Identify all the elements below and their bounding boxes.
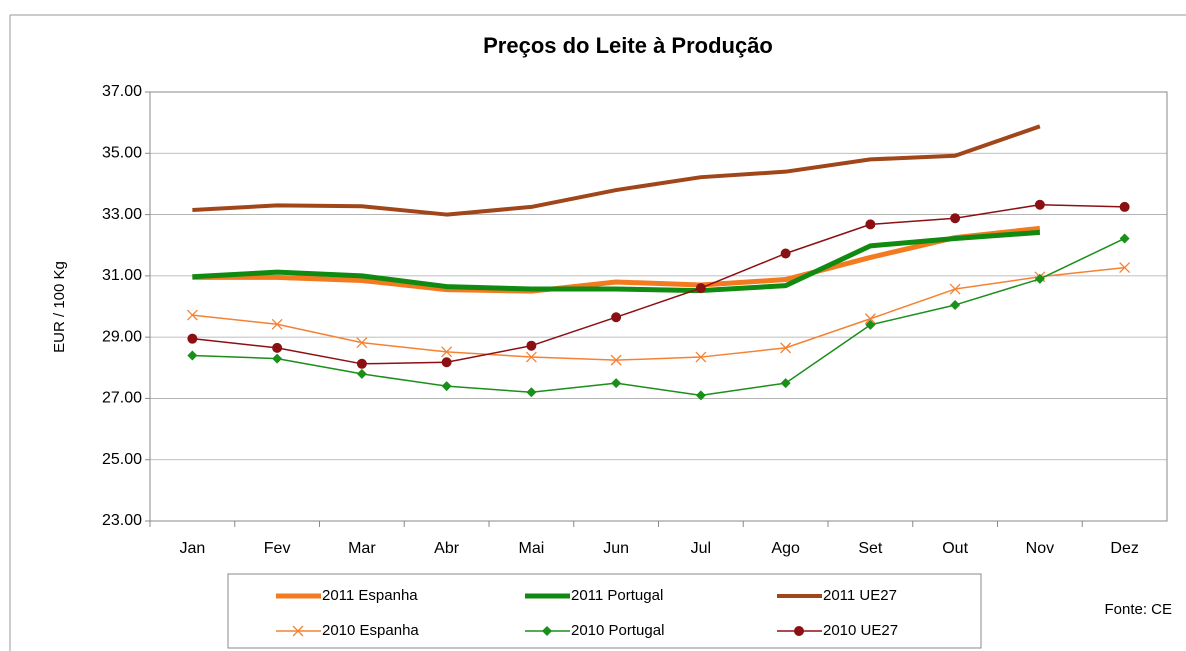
legend-label: 2011 Portugal	[571, 587, 663, 604]
x-tick-label: Jul	[691, 540, 711, 557]
marker	[865, 319, 876, 330]
marker	[187, 333, 198, 344]
x-tick-label: Dez	[1110, 540, 1138, 557]
marker	[950, 299, 961, 310]
legend-label: 2011 Espanha	[322, 587, 418, 604]
marker	[1119, 201, 1130, 212]
x-tick-label: Fev	[264, 540, 291, 557]
marker	[610, 354, 622, 366]
marker	[186, 309, 198, 321]
series-line	[192, 229, 1041, 294]
y-tick-label: 37.00	[102, 83, 142, 100]
marker	[865, 219, 876, 230]
marker	[611, 378, 622, 389]
marker	[441, 357, 452, 368]
marker	[1034, 273, 1045, 284]
y-axis-label: EUR / 100 Kg	[51, 261, 68, 353]
marker	[292, 625, 304, 637]
x-tick-label: Mai	[518, 540, 544, 557]
marker	[780, 378, 791, 389]
marker	[526, 387, 537, 398]
marker	[780, 342, 792, 354]
marker	[695, 351, 707, 363]
x-tick-label: Jan	[179, 540, 205, 557]
x-tick-label: Set	[858, 540, 883, 557]
series-line	[192, 266, 1125, 361]
y-tick-label: 23.00	[102, 512, 142, 529]
chart-title: Preços do Leite à Produção	[483, 33, 773, 58]
legend-label: 2011 UE27	[823, 587, 897, 604]
y-tick-label: 35.00	[102, 145, 142, 162]
x-tick-label: Abr	[434, 540, 460, 557]
marker	[272, 353, 283, 364]
marker	[1034, 199, 1045, 210]
x-tick-label: Mar	[348, 540, 376, 557]
x-tick-label: Nov	[1026, 540, 1054, 557]
marker	[1119, 233, 1130, 244]
series-line	[192, 124, 1041, 217]
marker	[356, 358, 367, 369]
marker	[695, 390, 706, 401]
marker	[864, 313, 876, 325]
marker	[950, 213, 961, 224]
marker	[1119, 262, 1131, 274]
legend-label: 2010 Espanha	[322, 622, 419, 639]
marker	[526, 340, 537, 351]
legend-box	[227, 573, 982, 649]
marker	[949, 283, 961, 295]
x-tick-label: Jun	[603, 540, 629, 557]
marker	[695, 283, 706, 294]
x-tick-label: Out	[942, 540, 968, 557]
marker	[272, 342, 283, 353]
series-line	[192, 225, 1041, 294]
y-tick-label: 27.00	[102, 390, 142, 407]
marker	[542, 626, 552, 636]
y-tick-label: 33.00	[102, 206, 142, 223]
marker	[794, 626, 804, 636]
marker	[356, 368, 367, 379]
y-tick-label: 31.00	[102, 267, 142, 284]
series-line	[192, 237, 1125, 397]
marker	[271, 318, 283, 330]
series-line	[192, 204, 1125, 365]
marker	[611, 312, 622, 323]
legend-label: 2010 UE27	[823, 622, 898, 639]
source-note: Fonte: CE	[1104, 601, 1172, 618]
marker	[356, 337, 368, 349]
y-tick-label: 29.00	[102, 328, 142, 345]
x-tick-label: Ago	[771, 540, 800, 557]
marker	[187, 350, 198, 361]
marker	[525, 351, 537, 363]
marker	[780, 248, 791, 259]
marker	[441, 346, 453, 358]
marker	[441, 381, 452, 392]
legend-label: 2010 Portugal	[571, 622, 664, 639]
y-tick-label: 25.00	[102, 451, 142, 468]
plot-area	[149, 91, 1168, 522]
